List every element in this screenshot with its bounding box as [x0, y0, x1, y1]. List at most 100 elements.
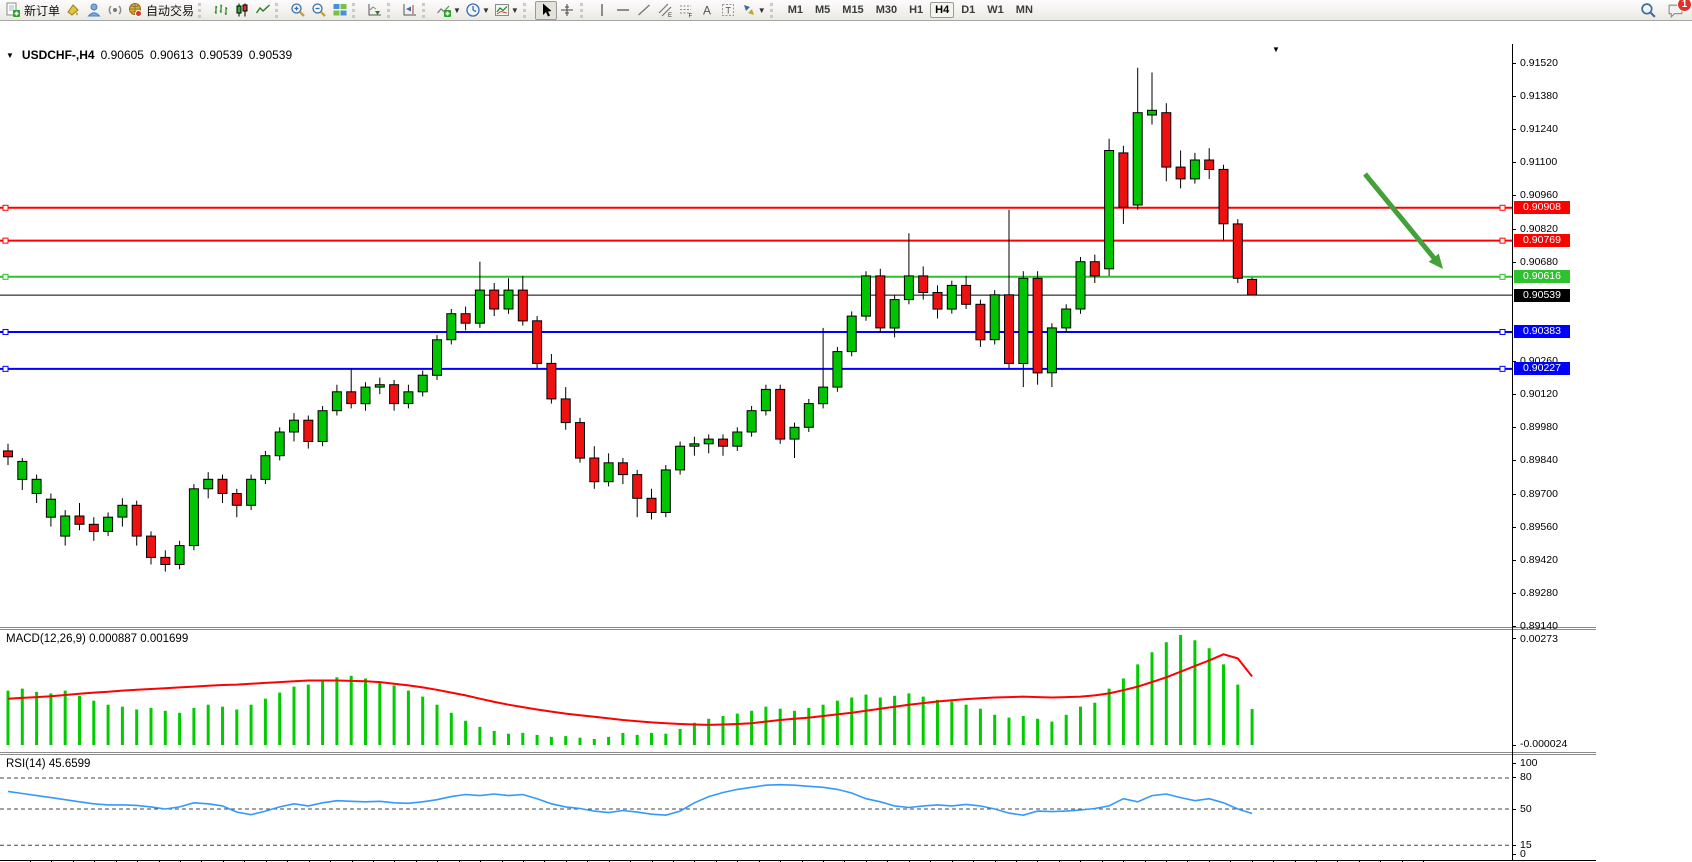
- price-tick-label: 0.89420: [1520, 553, 1558, 566]
- time-tick: [587, 860, 589, 862]
- vertical-line-tool-button[interactable]: [592, 1, 613, 20]
- pane-separator[interactable]: [0, 627, 1596, 628]
- line-chart-button[interactable]: [252, 1, 273, 20]
- time-tick: [630, 860, 632, 862]
- arrows-icon: [741, 2, 757, 18]
- time-tick: [994, 860, 996, 862]
- time-tick: [1230, 860, 1232, 862]
- timeframe-m30-button[interactable]: M30: [875, 4, 898, 16]
- candle-body: [1061, 308, 1072, 329]
- candle-body: [160, 556, 171, 566]
- timeframe-mn-button[interactable]: MN: [1015, 4, 1033, 16]
- price-tick: [1512, 228, 1516, 230]
- bar-chart-button[interactable]: [210, 1, 231, 20]
- line-handle[interactable]: [2, 365, 9, 372]
- arrows-tool-button[interactable]: ▼: [739, 1, 768, 20]
- line-handle[interactable]: [1499, 328, 1506, 335]
- candle-body: [188, 488, 199, 547]
- macd-tick: [1512, 745, 1516, 746]
- macd-pane[interactable]: [0, 630, 1512, 752]
- timeframe-m15-button[interactable]: M15: [842, 4, 864, 16]
- line-handle[interactable]: [2, 328, 9, 335]
- rsi-axis-label: 15: [1520, 839, 1532, 851]
- candle-body: [331, 391, 342, 412]
- tile-windows-button[interactable]: [329, 1, 350, 20]
- indicators-button[interactable]: ▼: [434, 1, 463, 20]
- time-tick: [908, 860, 910, 862]
- trendline-tool-button[interactable]: [634, 1, 655, 20]
- templates-button[interactable]: ▼: [492, 1, 521, 20]
- candle-body: [846, 315, 857, 353]
- search-button[interactable]: [1638, 1, 1659, 20]
- trend-arrow[interactable]: [1363, 172, 1437, 260]
- periods-button[interactable]: ▼: [463, 1, 492, 20]
- timeframe-m1-button[interactable]: M1: [787, 4, 803, 16]
- candle-body: [1089, 261, 1100, 277]
- candle-body: [60, 515, 71, 537]
- timeframe-w1-button[interactable]: W1: [987, 4, 1004, 16]
- new-order-icon: [5, 2, 21, 18]
- price-tick-label: 0.89840: [1520, 454, 1558, 467]
- chart-style-button[interactable]: [62, 1, 83, 20]
- cursor-tool-button[interactable]: [534, 0, 557, 20]
- candle-body: [417, 374, 428, 393]
- equidistant-channel-tool-button[interactable]: E: [655, 1, 676, 20]
- notifications-button[interactable]: 1: [1665, 0, 1692, 20]
- new-order-label: 新订单: [24, 3, 61, 18]
- candle-body: [45, 498, 56, 518]
- line-handle[interactable]: [2, 204, 9, 211]
- auto-trading-button[interactable]: 自动交易: [125, 1, 196, 20]
- candle-body: [1161, 112, 1172, 168]
- zoom-in-button[interactable]: [287, 1, 308, 20]
- time-tick: [1080, 860, 1082, 862]
- line-handle[interactable]: [2, 237, 9, 244]
- time-tick: [458, 860, 460, 862]
- crosshair-tool-button[interactable]: [557, 1, 578, 20]
- pane-separator[interactable]: [0, 752, 1596, 753]
- candle-body: [1018, 277, 1029, 364]
- timeframe-m5-button[interactable]: M5: [815, 4, 831, 16]
- zoom-out-button[interactable]: [308, 1, 329, 20]
- fibonacci-tool-button[interactable]: F: [676, 1, 697, 20]
- timeframe-h4-button[interactable]: H4: [930, 2, 955, 18]
- candle-body: [303, 419, 314, 443]
- candle-body: [274, 431, 285, 457]
- line-handle[interactable]: [1499, 204, 1506, 211]
- new-order-button[interactable]: 新订单: [3, 1, 62, 20]
- chart-shift-marker-icon[interactable]: ▼: [1272, 45, 1280, 54]
- price-tick: [1512, 129, 1516, 131]
- chart-shift-button[interactable]: [399, 1, 420, 20]
- candle-body: [489, 289, 500, 310]
- trend-arrow-head[interactable]: [1428, 253, 1443, 269]
- candle-body: [617, 462, 628, 476]
- candlestick-chart-button[interactable]: [231, 1, 252, 20]
- time-tick: [1058, 860, 1060, 862]
- label-tool-button[interactable]: T: [718, 1, 739, 20]
- line-handle[interactable]: [2, 273, 9, 280]
- time-tick: [1015, 860, 1017, 862]
- timeframe-d1-button[interactable]: D1: [961, 4, 976, 16]
- timeframe-h1-button[interactable]: H1: [909, 4, 924, 16]
- horizontal-line-tool-button[interactable]: [613, 1, 634, 20]
- rsi-pane[interactable]: [0, 755, 1512, 860]
- channel-icon: E: [657, 2, 673, 18]
- ohlc-low: 0.90539: [199, 48, 243, 62]
- line-handle[interactable]: [1499, 237, 1506, 244]
- collapse-triangle-icon[interactable]: ▼: [6, 50, 14, 60]
- auto-scroll-button[interactable]: [364, 1, 385, 20]
- profile-button[interactable]: [83, 1, 104, 20]
- line-handle[interactable]: [1499, 365, 1506, 372]
- line-handle[interactable]: [1499, 273, 1506, 280]
- price-tick-label: 0.89560: [1520, 520, 1558, 533]
- signal-button[interactable]: [104, 1, 125, 20]
- paint-bucket-icon: [65, 2, 81, 18]
- price-tick: [1512, 427, 1516, 429]
- candle-body: [760, 388, 771, 412]
- price-chart-pane[interactable]: [0, 44, 1512, 627]
- text-tool-button[interactable]: A: [697, 1, 718, 20]
- candle-body: [889, 299, 900, 329]
- horizontal-line-icon: [615, 2, 631, 18]
- candle-body: [389, 384, 400, 405]
- candle-body: [217, 478, 228, 494]
- price-tick: [1512, 460, 1516, 462]
